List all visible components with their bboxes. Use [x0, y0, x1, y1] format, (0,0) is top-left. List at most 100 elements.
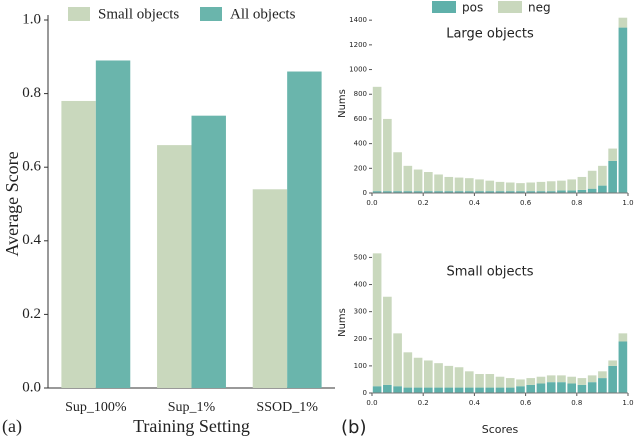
panel-a: 0.0 0.2 0.4 0.6 0.8 1.0 Sup_100% Sup_1% SSOD_1% S… — [2, 6, 335, 437]
hist-bar — [444, 365, 454, 388]
hist-bar — [434, 174, 443, 192]
hist-bar — [587, 375, 597, 383]
y-tick-label: 0.6 — [22, 159, 41, 175]
bar — [95, 60, 131, 388]
hist-bar — [598, 185, 607, 193]
hist-bar — [424, 387, 433, 393]
bar — [287, 71, 322, 389]
legend-swatch — [498, 1, 522, 13]
hist-bar — [516, 379, 525, 387]
x-axis-label: Training Setting — [133, 416, 250, 436]
hist-bar — [383, 191, 392, 193]
hist-bar — [454, 367, 464, 388]
hist-bar — [383, 384, 392, 393]
x-tick-label: 0.0 — [366, 399, 377, 407]
hist-bar — [557, 375, 566, 383]
chart-title: Small objects — [446, 265, 533, 280]
y-axis-label: Average Score — [2, 151, 22, 256]
x-tick-label: 1.0 — [622, 199, 633, 207]
y-tick-label: 800 — [354, 90, 367, 98]
x-tick-label: Sup_100% — [65, 400, 127, 415]
hist-bar — [464, 191, 474, 193]
y-tick-label: 300 — [354, 308, 367, 316]
hist-bar — [516, 386, 525, 393]
y-tick-label: 200 — [354, 335, 367, 343]
hist-bar — [587, 170, 597, 189]
hist-bar — [608, 360, 617, 366]
legend-label: neg — [528, 1, 551, 15]
hist-bar — [434, 191, 443, 193]
hist-bar — [598, 371, 607, 379]
hist-bar — [546, 181, 556, 192]
hist-bar — [505, 378, 515, 388]
hist-bar — [567, 383, 576, 393]
x-tick-label: 0.2 — [418, 199, 429, 207]
hist-bar — [424, 191, 433, 193]
y-tick-label: 0.8 — [22, 85, 41, 101]
y-tick-label: 1400 — [349, 16, 367, 24]
hist-bar — [454, 191, 464, 193]
panel-label: (a) — [2, 416, 22, 437]
x-tick-label: SSOD_1% — [256, 400, 318, 415]
hist-bar — [505, 191, 515, 193]
hist-bar — [526, 378, 536, 385]
legend-swatch — [68, 7, 90, 21]
y-tick-label: 0.0 — [22, 379, 41, 395]
y-tick-label: 100 — [354, 362, 367, 370]
hist-bar — [526, 384, 536, 393]
x-tick-label: 0.6 — [520, 199, 532, 207]
hist-bar — [577, 378, 587, 385]
hist-bar — [536, 181, 546, 192]
y-tick-label: 1200 — [349, 41, 367, 49]
bar — [157, 145, 192, 388]
hist-bar — [403, 352, 413, 388]
hist-bar — [403, 191, 413, 193]
hist-bar — [434, 387, 443, 393]
legend-label: Small objects — [98, 6, 179, 22]
hist-bar — [536, 383, 546, 393]
hist-bar — [505, 182, 515, 192]
hist-bar — [413, 387, 423, 393]
hist-bar — [598, 165, 607, 186]
hist-bar — [485, 191, 495, 193]
hist-bar — [393, 191, 402, 193]
hist-bar — [393, 386, 402, 393]
hist-bar — [557, 382, 566, 393]
x-axis-label: Scores — [482, 423, 519, 436]
hist-bar — [444, 176, 454, 192]
y-tick-label: 0 — [363, 389, 367, 397]
hist-bar — [454, 177, 464, 192]
hist-bar — [424, 172, 433, 192]
hist-bar — [557, 190, 566, 193]
hist-bar — [393, 152, 402, 192]
hist-bar — [567, 376, 576, 384]
hist-bar — [546, 191, 556, 193]
y-axis-label: Nums — [337, 89, 348, 118]
hist-bar — [413, 191, 423, 193]
legend-label: All objects — [230, 6, 296, 22]
y-tick-label: 1000 — [349, 66, 367, 74]
hist-bar — [475, 191, 484, 193]
y-tick-label: 0.4 — [22, 232, 41, 248]
x-tick-label: 0.6 — [520, 399, 532, 407]
hist-bar — [495, 387, 505, 393]
x-tick-label: 0.4 — [469, 399, 481, 407]
hist-bar — [444, 387, 454, 393]
hist-bar — [372, 191, 382, 193]
hist-bar — [516, 183, 525, 192]
hist-bar — [587, 382, 597, 393]
hist-bar — [577, 176, 587, 190]
y-tick-label: 400 — [354, 140, 367, 148]
hist-bar — [495, 181, 505, 192]
hist-bar — [383, 118, 392, 192]
hist-bar — [577, 384, 587, 393]
legend-swatch — [200, 7, 222, 21]
hist-bar — [403, 165, 413, 192]
hist-bar — [526, 182, 536, 192]
hist-bar — [464, 371, 474, 388]
bar — [61, 100, 96, 389]
hist-bar — [505, 387, 515, 393]
